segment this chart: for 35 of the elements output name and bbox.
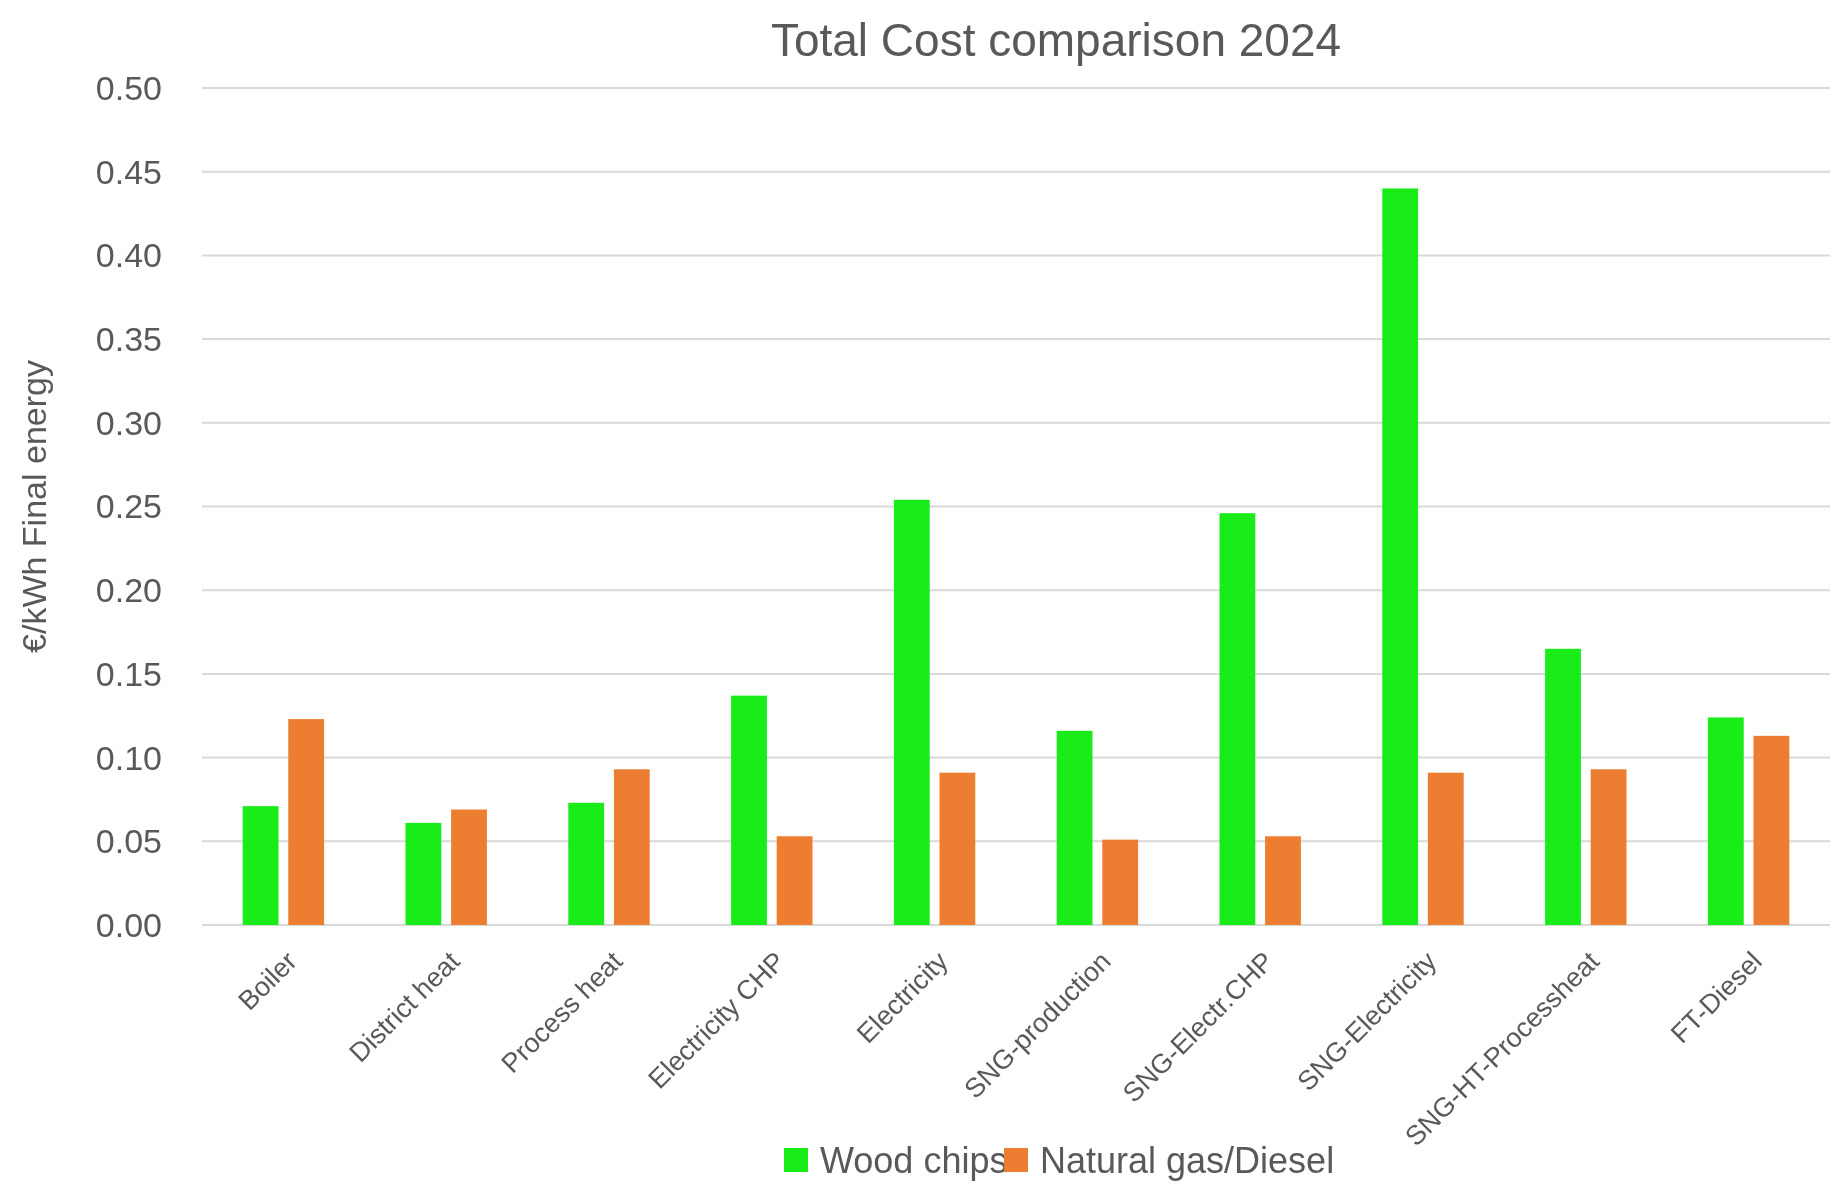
- bar: [451, 809, 487, 925]
- bar: [1753, 735, 1790, 925]
- y-tick-label: 0.45: [95, 152, 162, 191]
- y-axis-title: €/kWh Final energy: [15, 360, 53, 653]
- bar: [405, 822, 442, 925]
- bar: [731, 695, 767, 925]
- bar: [893, 499, 930, 925]
- bar: [1219, 513, 1256, 925]
- bar: [1102, 839, 1139, 925]
- bar: [1265, 836, 1301, 925]
- bar: [1056, 730, 1093, 925]
- chart-title: Total Cost comparison 2024: [770, 14, 1342, 66]
- legend-label: Wood chips: [820, 1139, 1008, 1181]
- bar: [1382, 188, 1419, 925]
- bar: [242, 806, 279, 925]
- y-tick-label: 0.05: [95, 822, 162, 861]
- bar: [939, 772, 976, 925]
- y-tick-label: 0.35: [95, 320, 162, 358]
- y-tick-label: 0.00: [95, 905, 162, 944]
- y-tick-label: 0.25: [95, 487, 162, 526]
- bar: [288, 719, 325, 925]
- y-tick-label: 0.40: [95, 236, 162, 275]
- bar: [613, 769, 650, 925]
- legend-label: Natural gas/Diesel: [1040, 1139, 1335, 1181]
- bar: [1427, 772, 1464, 925]
- bar: [568, 802, 605, 925]
- y-tick-label: 0.20: [95, 571, 162, 610]
- bar: [1590, 769, 1627, 925]
- y-tick-label: 0.10: [95, 738, 162, 777]
- y-tick-label: 0.50: [95, 68, 162, 107]
- bar: [1545, 648, 1581, 925]
- bar: [776, 836, 813, 925]
- y-tick-label: 0.30: [95, 403, 162, 442]
- bar: [1707, 717, 1744, 925]
- y-tick-label: 0.15: [95, 654, 162, 693]
